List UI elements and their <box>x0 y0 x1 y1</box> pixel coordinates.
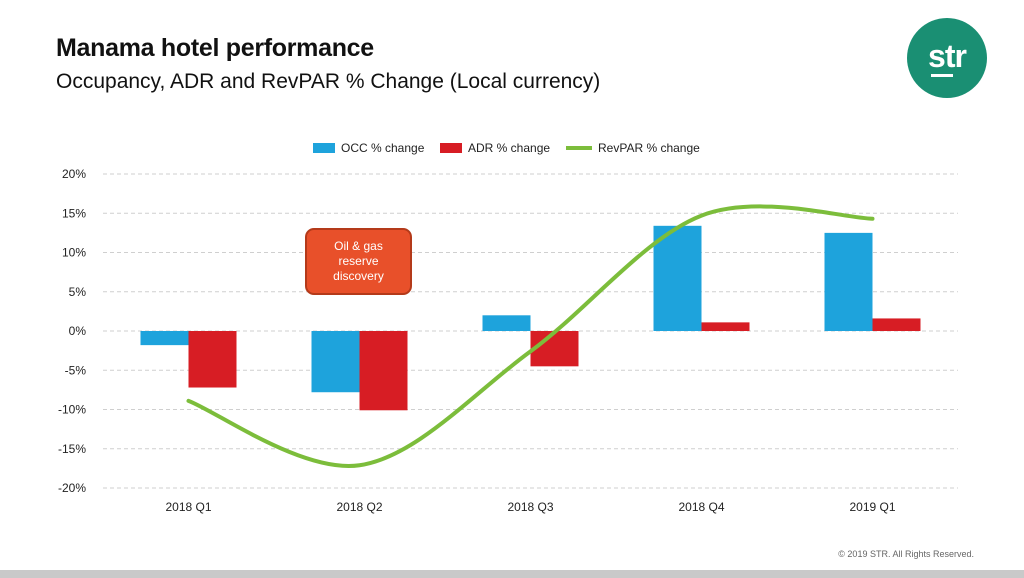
y-tick-label: 5% <box>69 285 87 299</box>
y-tick-label: 15% <box>62 206 86 220</box>
bottom-edge <box>0 570 1024 578</box>
legend-swatch <box>440 143 462 153</box>
occ-bar <box>824 232 873 331</box>
bars <box>140 225 921 411</box>
x-tick-label: 2018 Q2 <box>336 500 382 514</box>
annotation-text: Oil & gas reserve discovery <box>333 239 384 283</box>
str-logo: str <box>907 18 987 98</box>
page-subtitle: Occupancy, ADR and RevPAR % Change (Loca… <box>56 70 601 93</box>
adr-bar <box>359 331 408 411</box>
legend-label: ADR % change <box>468 141 550 155</box>
occ-bar <box>140 331 189 346</box>
adr-bar <box>701 322 750 331</box>
y-axis-ticks: 20% 15% 10% 5% 0% -5% -10% -15% -20% <box>58 167 86 495</box>
adr-bar <box>188 331 237 388</box>
occ-bar <box>653 225 702 331</box>
page-title: Manama hotel performance <box>56 34 374 62</box>
legend-label: OCC % change <box>341 141 425 155</box>
x-tick-label: 2018 Q3 <box>507 500 553 514</box>
annotation-oil-gas: Oil & gas reserve discovery <box>305 228 412 295</box>
y-tick-label: -10% <box>58 403 86 417</box>
logo-text: str <box>928 37 967 74</box>
legend-label: RevPAR % change <box>598 141 700 155</box>
logo-underline <box>931 74 953 77</box>
y-tick-label: 20% <box>62 167 86 181</box>
legend: OCC % change ADR % change RevPAR % change <box>313 141 700 155</box>
occ-bar <box>311 331 360 393</box>
y-tick-label: -20% <box>58 481 86 495</box>
gridlines <box>103 173 958 489</box>
revpar-line-group <box>186 204 875 468</box>
y-tick-label: -15% <box>58 442 86 456</box>
x-tick-label: 2018 Q4 <box>678 500 724 514</box>
x-tick-label: 2019 Q1 <box>849 500 895 514</box>
y-tick-label: 0% <box>69 324 87 338</box>
x-tick-label: 2018 Q1 <box>165 500 211 514</box>
revpar-line <box>186 204 875 468</box>
adr-bar <box>530 331 579 367</box>
legend-swatch <box>313 143 335 153</box>
adr-bar <box>872 318 921 331</box>
y-tick-label: -5% <box>65 363 87 377</box>
occ-bar <box>482 315 531 331</box>
copyright: © 2019 STR. All Rights Reserved. <box>838 549 974 559</box>
y-tick-label: 10% <box>62 246 86 260</box>
x-axis-ticks: 2018 Q1 2018 Q2 2018 Q3 2018 Q4 2019 Q1 <box>165 500 895 514</box>
